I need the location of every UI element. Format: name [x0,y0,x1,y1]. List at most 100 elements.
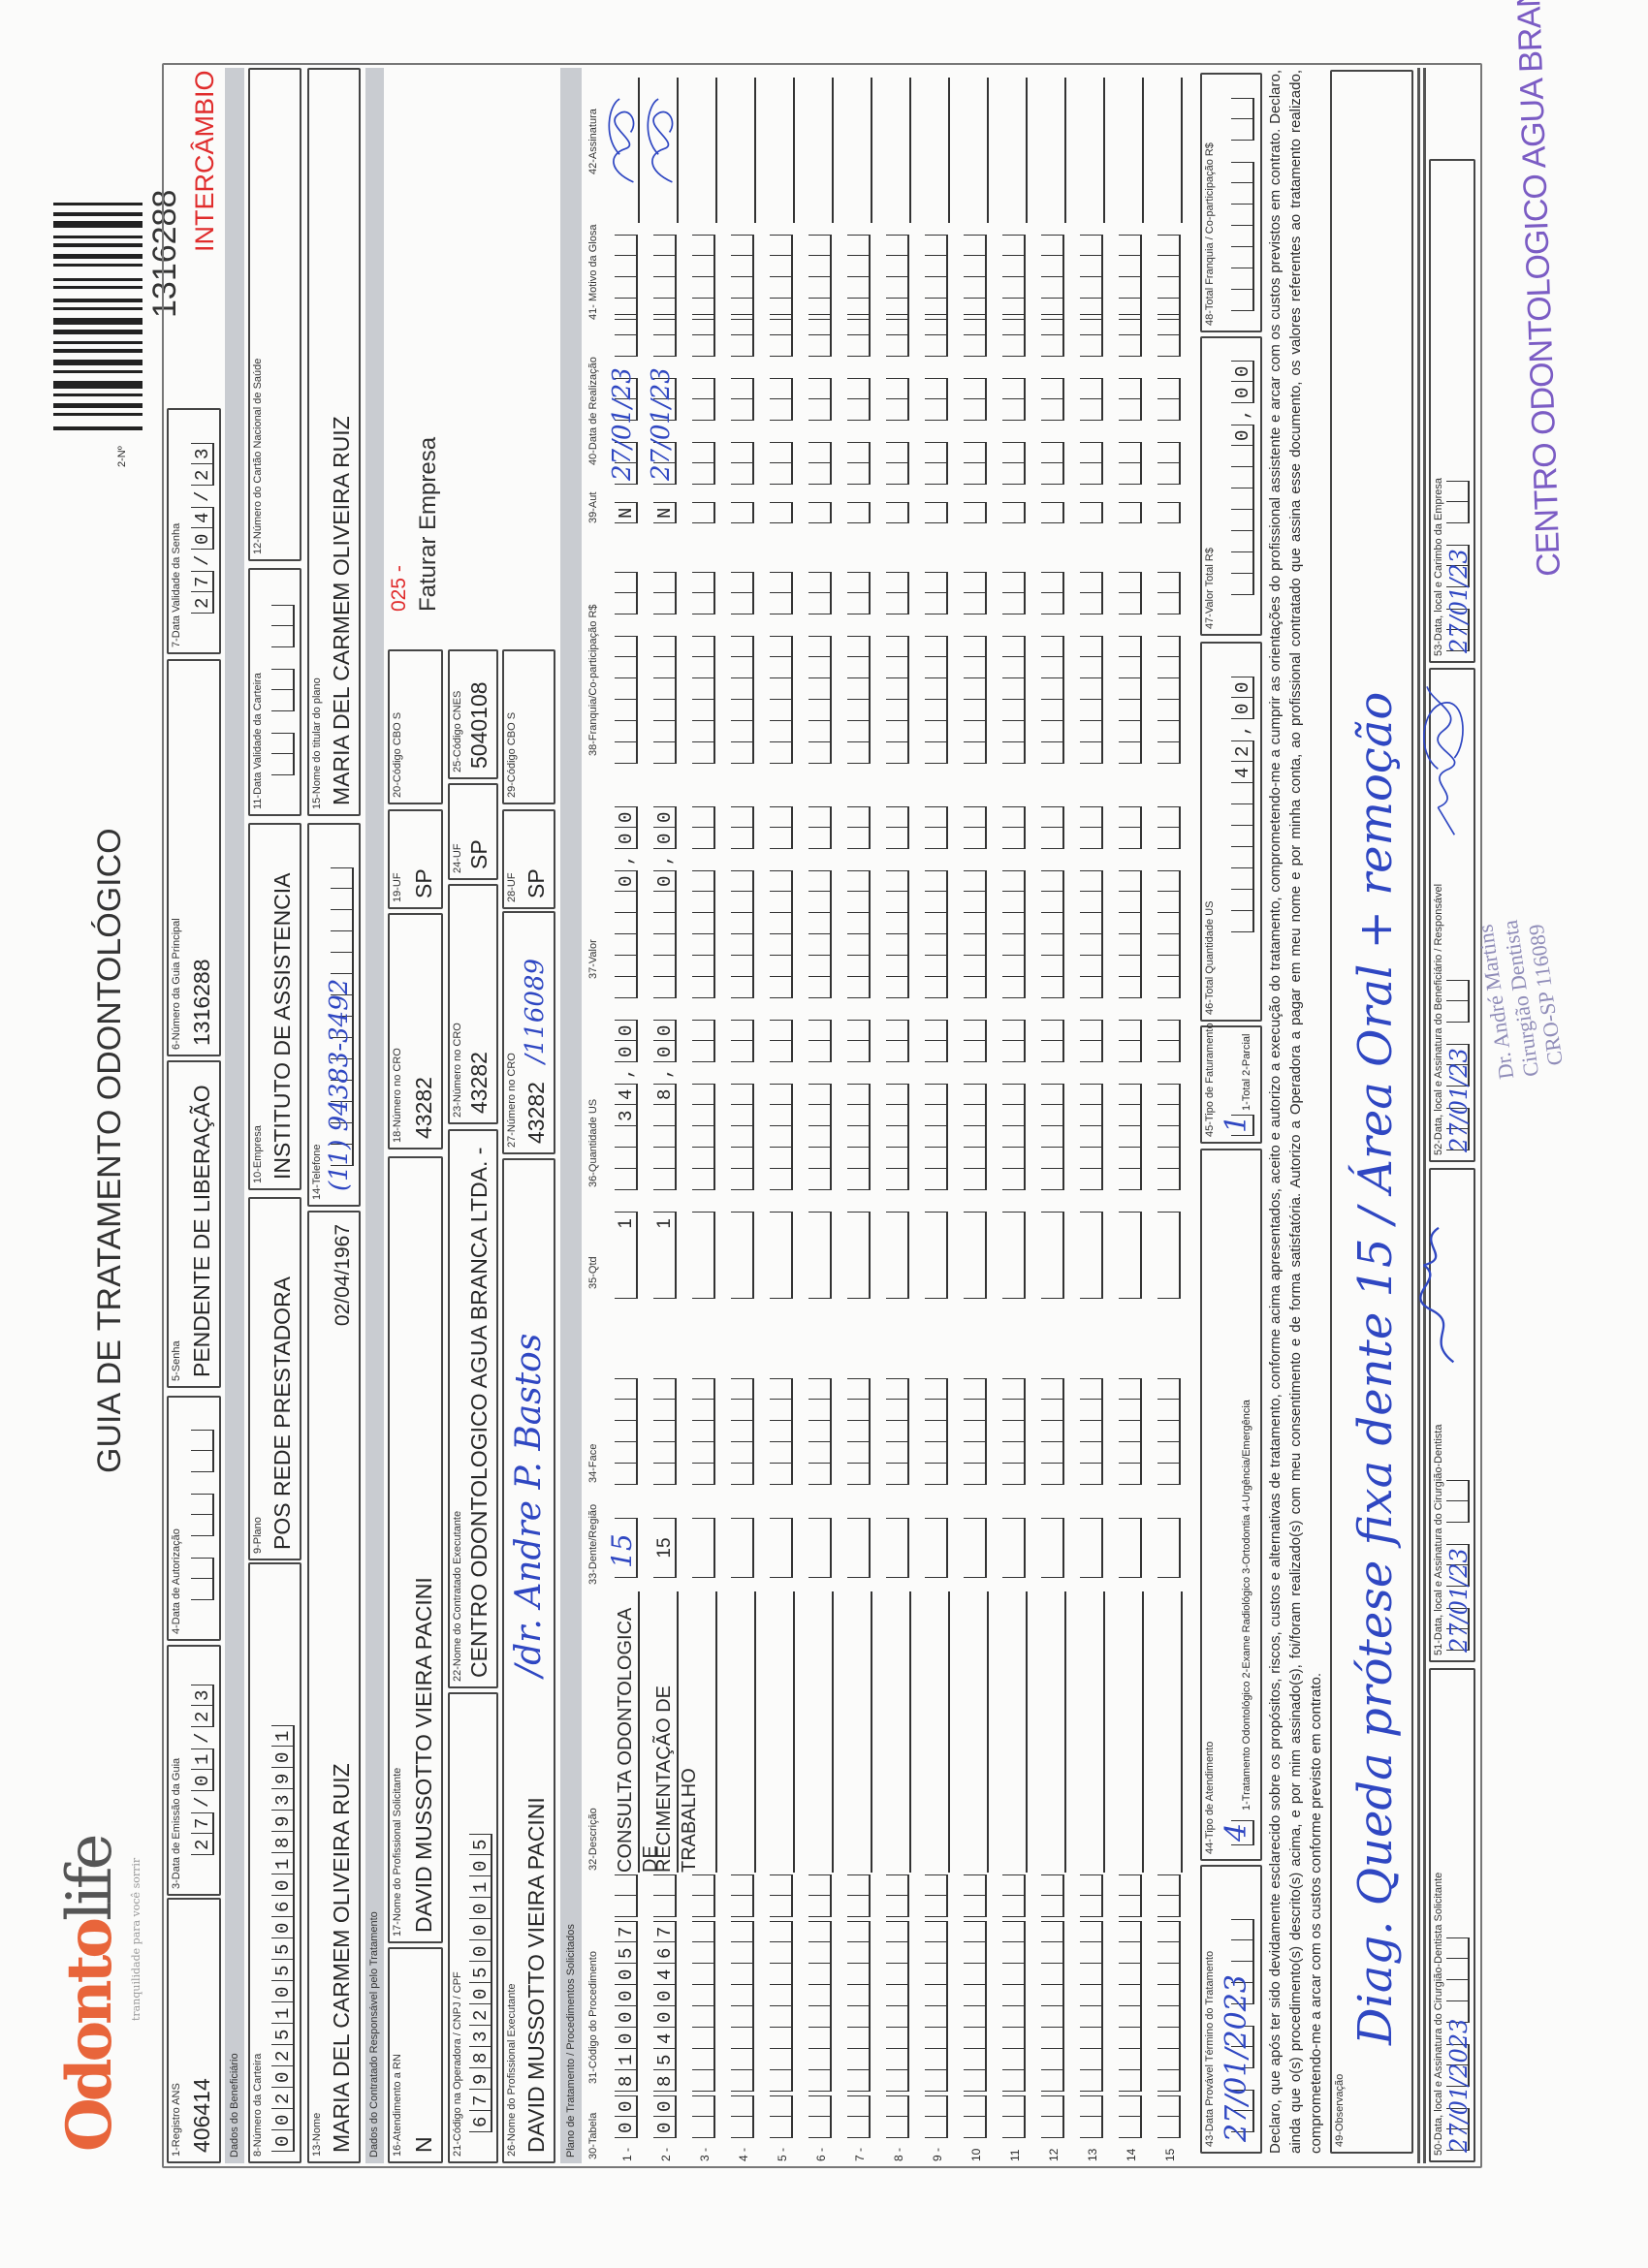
qtd-us-cells[interactable] [1119,1020,1142,1190]
tabela-cells[interactable]: 00 [615,2091,638,2138]
valor-cells[interactable] [1041,806,1064,998]
tabela-cells[interactable] [1119,2095,1142,2138]
valor-cells[interactable]: 0,00 [653,802,677,998]
tabela-cells[interactable] [925,2095,948,2138]
qtd-us-cells[interactable] [964,1020,987,1190]
tabela-cells[interactable] [692,2095,715,2138]
face-cells[interactable] [886,1378,909,1485]
qtd-us-cells[interactable] [808,1020,832,1190]
qtd-field[interactable] [808,1212,832,1299]
valor-cells[interactable] [808,806,832,998]
franquia-cells[interactable] [1002,572,1026,764]
codigo-cells[interactable] [731,1921,754,2092]
descricao-field[interactable] [768,1591,795,1873]
qtd-field[interactable] [770,1212,793,1299]
descricao-field[interactable] [729,1591,756,1873]
assinatura-field[interactable] [1078,78,1105,223]
valor-cells[interactable] [770,806,793,998]
assinatura-field[interactable] [884,78,911,223]
tabela-cells[interactable] [886,2095,909,2138]
face-cells[interactable] [808,1378,832,1485]
face-cells[interactable] [692,1378,715,1485]
glosa-cells[interactable] [1157,235,1181,320]
face-cells[interactable] [1157,1378,1181,1485]
tabela-cells[interactable] [847,2095,871,2138]
glosa-cells[interactable] [808,235,832,320]
franquia-cells[interactable] [925,572,948,764]
qtd-us-cells[interactable]: 34,00 [615,1015,638,1190]
codigo-cells[interactable] [1157,1921,1181,2092]
valor-cells[interactable]: 0,00 [615,802,638,998]
qtd-us-cells[interactable] [1041,1020,1064,1190]
assinatura-field[interactable] [845,78,872,223]
dente-field[interactable] [1119,1518,1142,1578]
franquia-cells[interactable] [1041,572,1064,764]
franquia-cells[interactable] [1119,572,1142,764]
qtd-us-cells[interactable] [1080,1020,1103,1190]
valor-cells[interactable] [847,806,871,998]
data-realizacao-cells[interactable] [770,314,793,485]
descricao-field[interactable] [1039,1591,1066,1873]
descricao-field[interactable] [923,1591,950,1873]
dente-field[interactable] [770,1518,793,1578]
glosa-cells[interactable] [1080,235,1103,320]
glosa-cells[interactable] [847,235,871,320]
qtd-field[interactable] [1080,1212,1103,1299]
codigo-cells[interactable] [808,1921,832,2092]
face-cells[interactable] [1080,1378,1103,1485]
data-realizacao-cells[interactable] [1157,314,1181,485]
franquia-cells[interactable] [1080,572,1103,764]
aut-cell[interactable] [731,502,754,523]
data-realizacao-cells[interactable] [886,314,909,485]
face-cells[interactable] [964,1378,987,1485]
franquia-cells[interactable] [808,572,832,764]
qtd-us-cells[interactable]: 8,00 [653,1015,677,1190]
aut-cell[interactable] [1080,502,1103,523]
qtd-field[interactable] [1002,1212,1026,1299]
face-cells[interactable] [615,1378,638,1485]
aut-cell[interactable] [964,502,987,523]
descricao-field[interactable]: RECIMENTAÇÃO DE TRABALHO [651,1591,700,1873]
assinatura-field[interactable] [1156,78,1183,223]
qtd-us-cells[interactable] [1002,1020,1026,1190]
glosa-cells[interactable] [886,235,909,320]
tabela-cells[interactable] [964,2095,987,2138]
assinatura-field[interactable] [1117,78,1144,223]
aut-cell[interactable]: N [653,497,677,523]
qtd-us-cells[interactable] [1157,1020,1181,1190]
codigo-cells[interactable]: 85400467 [653,1916,677,2092]
qtd-field[interactable] [1041,1212,1064,1299]
valor-cells[interactable] [1119,806,1142,998]
tabela-cells[interactable] [1002,2095,1026,2138]
valor-cells[interactable] [886,806,909,998]
glosa-cells[interactable] [770,235,793,320]
aut-cell[interactable] [808,502,832,523]
data-realizacao-cells[interactable] [1119,314,1142,485]
qtd-field[interactable] [925,1212,948,1299]
tabela-cells[interactable]: 00 [653,2091,677,2138]
valor-cells[interactable] [1002,806,1026,998]
dente-field[interactable] [692,1518,715,1578]
aut-cell[interactable] [886,502,909,523]
descricao-field[interactable] [884,1591,911,1873]
aut-cell[interactable] [692,502,715,523]
descricao-field[interactable] [1117,1591,1144,1873]
dente-field[interactable] [1002,1518,1026,1578]
aut-cell[interactable] [1041,502,1064,523]
dente-field[interactable] [1041,1518,1064,1578]
glosa-cells[interactable] [1002,235,1026,320]
qtd-field[interactable] [692,1212,715,1299]
data-realizacao-cells[interactable] [731,314,754,485]
assinatura-field[interactable] [923,78,950,223]
data-realizacao-cells[interactable] [1080,314,1103,485]
descricao-field[interactable] [962,1591,989,1873]
dente-field[interactable] [1157,1518,1181,1578]
qtd-field[interactable] [1157,1212,1181,1299]
franquia-cells[interactable] [1157,572,1181,764]
aut-cell[interactable] [770,502,793,523]
assinatura-field[interactable] [690,78,717,223]
tabela-cells[interactable] [1080,2095,1103,2138]
descricao-field[interactable] [690,1591,717,1873]
codigo-cells[interactable]: 81000057 [615,1916,638,2092]
face-cells[interactable] [925,1378,948,1485]
